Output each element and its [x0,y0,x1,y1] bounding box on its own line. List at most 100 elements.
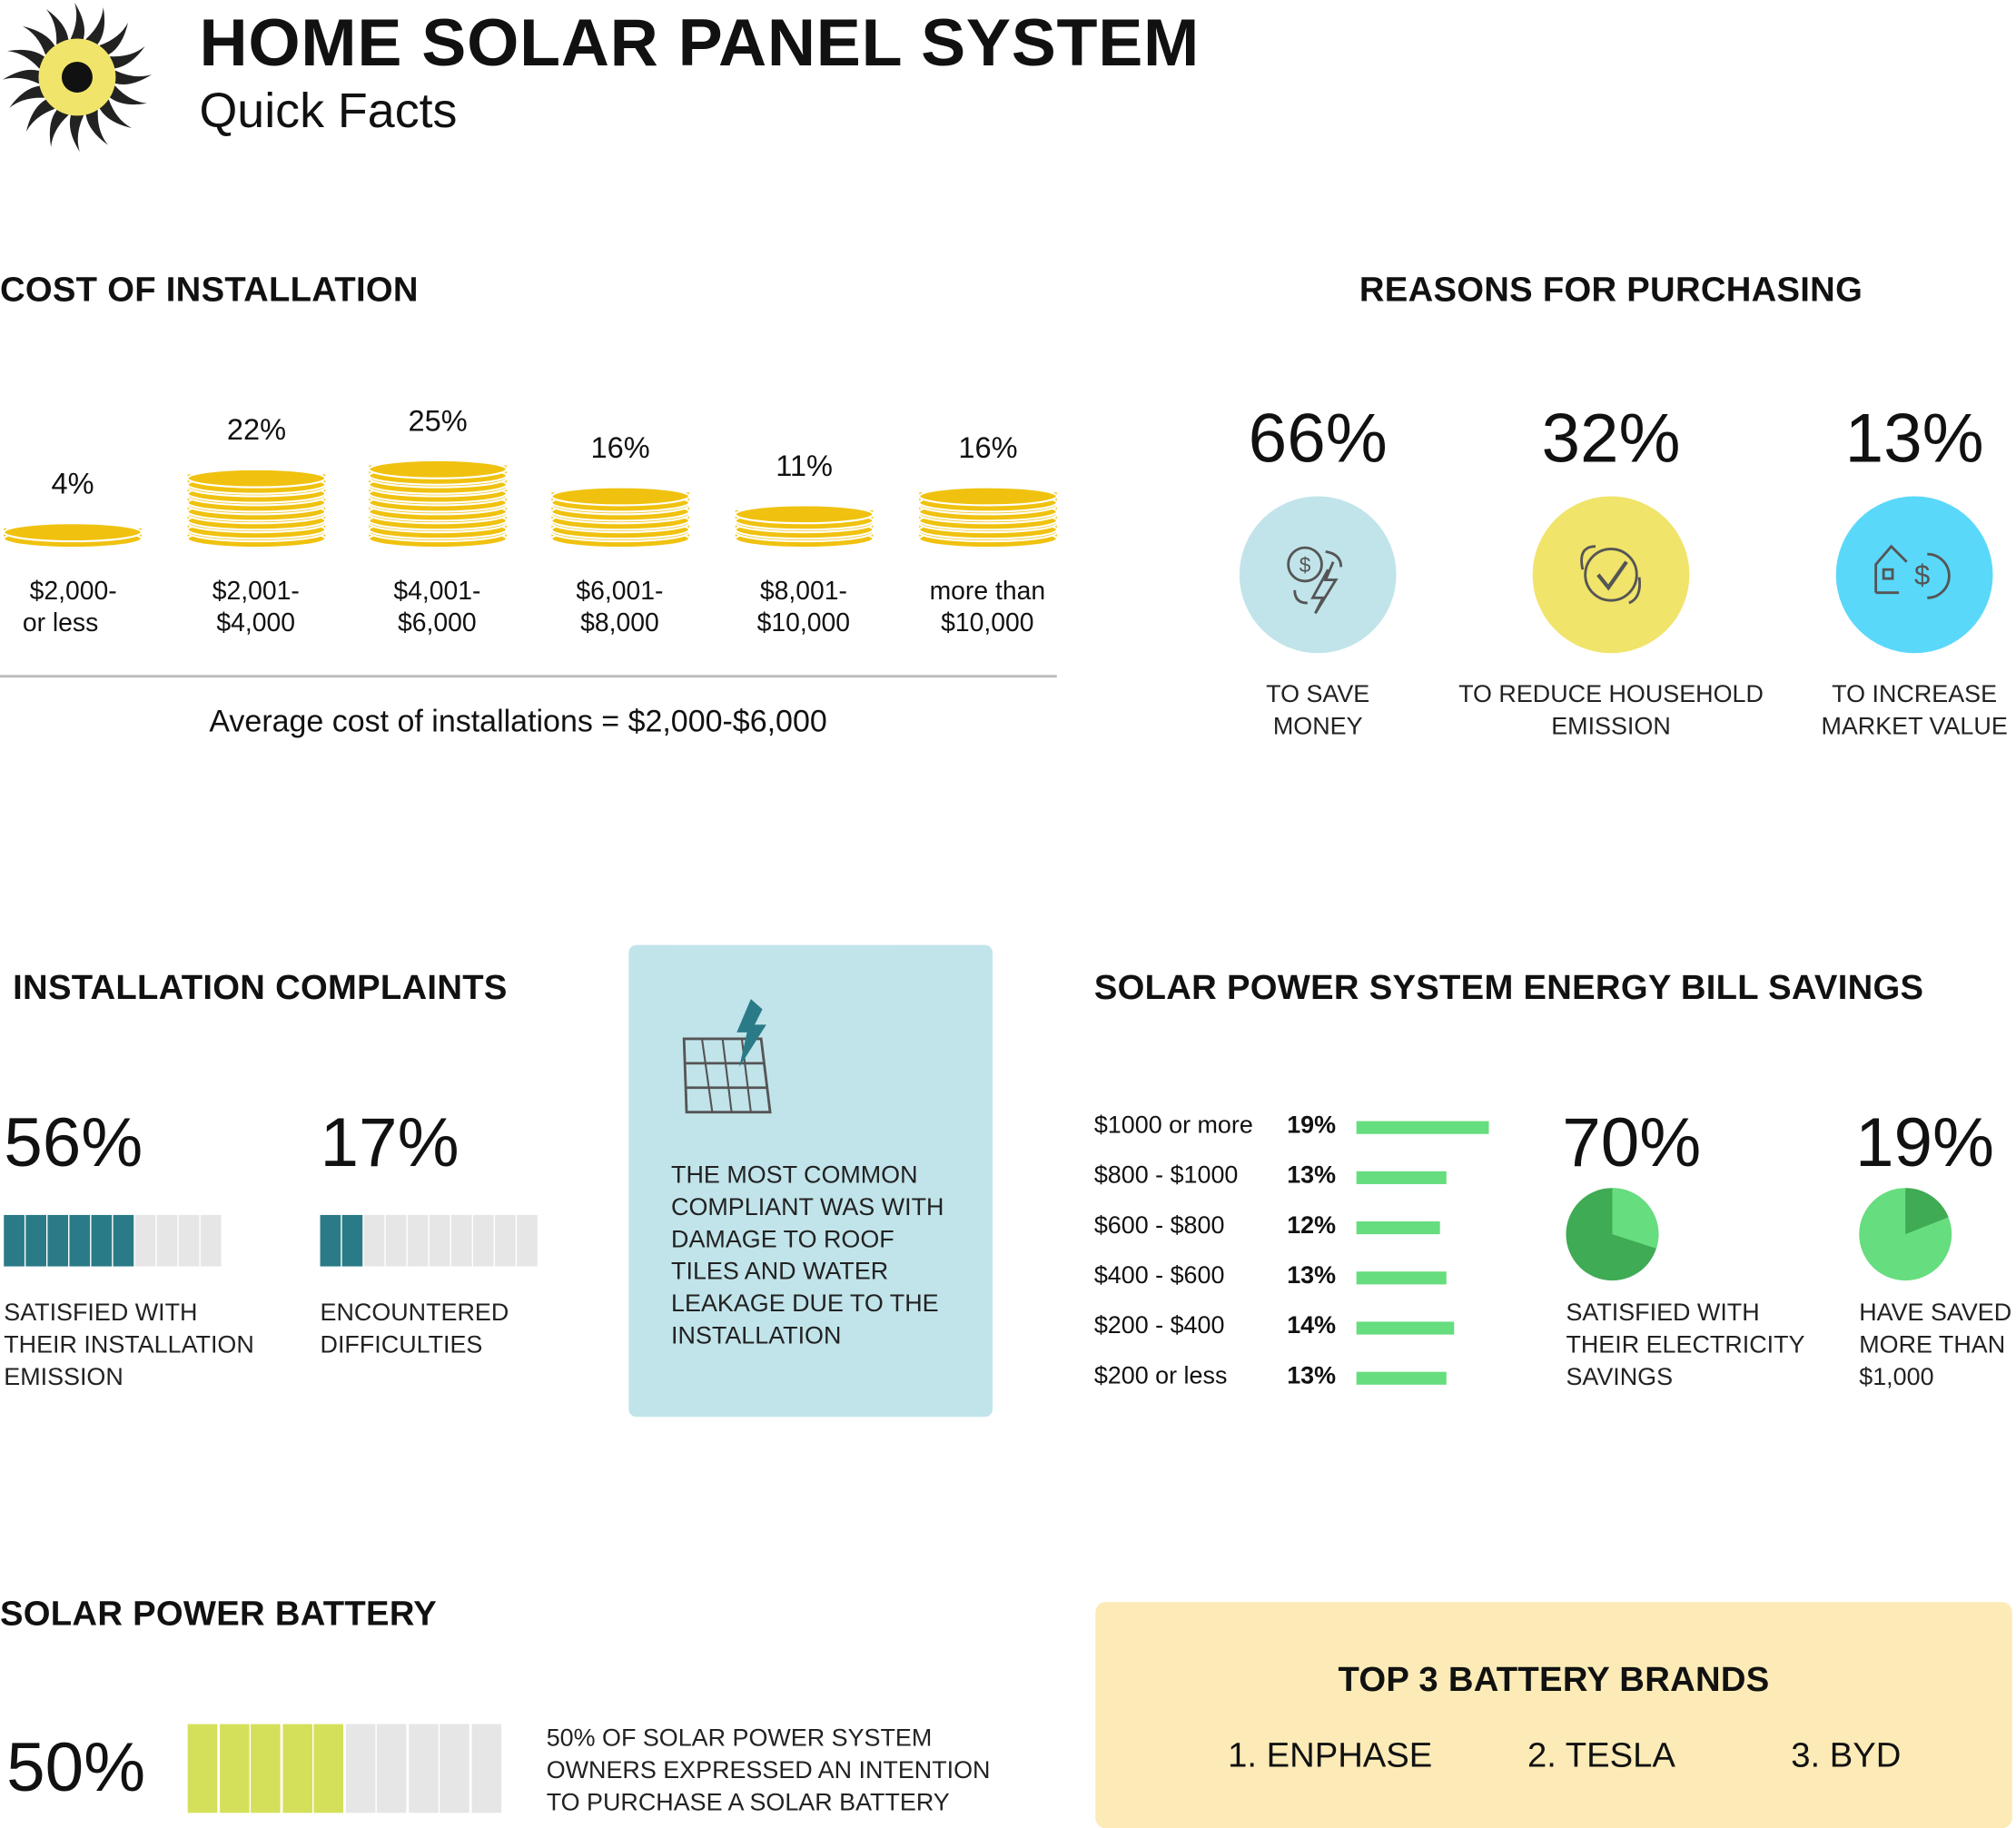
coin-label: $10,000 [941,609,1034,638]
waffle-cell [178,1214,199,1267]
coin [367,459,508,486]
savings-bar [1356,1171,1448,1184]
note-line: LEAKAGE DUE TO THE [671,1290,939,1319]
battery-waffle [187,1724,503,1820]
savings-row-pct: 19% [1287,1112,1337,1140]
waffle-cell [219,1724,249,1813]
note-line: DAMAGE TO ROOF [671,1226,894,1254]
complaint-label: DIFFICULTIES [320,1331,483,1359]
cost-title: COST OF INSTALLATION [0,270,419,309]
reason-label: EMISSION [1551,713,1671,741]
coin-label: $6,001- [576,577,664,606]
coin-label: $8,000 [580,609,659,638]
savings-pie-pct: 19% [1854,1104,1995,1182]
waffle-cell [69,1214,90,1267]
waffle-cell [200,1214,221,1267]
waffle-cell [341,1214,362,1267]
waffle-cell [25,1214,46,1267]
waffle-cell [4,1214,25,1267]
coin-label: $10,000 [756,609,851,638]
lightning-icon [736,999,766,1068]
coin-label: $4,001- [393,577,481,606]
coin-pct: 16% [590,430,650,465]
svg-text:$: $ [1914,559,1930,591]
coin-label: $2,001- [212,577,300,606]
coin [549,486,690,513]
pie-slice-minor [1905,1188,1949,1235]
coin-label: more than [929,577,1046,606]
savings-pie-label: $1,000 [1859,1364,1934,1391]
savings-pie [1566,1188,1659,1281]
savings-row-label: $200 - $400 [1093,1312,1225,1340]
waffle-cell [429,1214,450,1267]
savings-pie-label: SATISFIED WITH [1566,1299,1760,1328]
money-energy-icon: $ [1287,546,1343,615]
savings-row-label: $1000 or more [1093,1112,1253,1140]
battery-line: OWNERS EXPRESSED AN INTENTION [546,1757,991,1785]
waffle-cell [440,1724,469,1813]
coin-pct: 4% [51,466,94,500]
battery-pct: 50% [6,1729,146,1807]
coin-stack [734,504,874,549]
waffle-cell [470,1724,501,1813]
complaint-note-card: THE MOST COMMON COMPLIANT WAS WITH DAMAGE … [628,944,993,1418]
brand-item: 2. TESLA [1527,1735,1675,1774]
waffle-cell [187,1724,218,1813]
battery-line: 50% OF SOLAR POWER SYSTEM [546,1725,933,1753]
waffle-cell [113,1214,133,1267]
page-title: HOME SOLAR PANEL SYSTEM [199,6,1201,82]
waffle-cell [345,1724,375,1813]
reasons-title: REASONS FOR PURCHASING [1359,270,1863,309]
savings-row-label: $200 or less [1093,1362,1228,1390]
coin [185,468,326,495]
savings-row-label: $800 - $1000 [1093,1161,1239,1190]
eco-check-icon [1580,545,1642,605]
savings-row-pct: 13% [1287,1362,1337,1390]
reason-circle: $ [1835,496,1993,654]
waffle-cell [450,1214,471,1267]
waffle-cell [320,1214,341,1267]
coin-pct: 11% [776,449,833,482]
divider [0,675,1057,677]
coin-label: $2,000- [29,577,117,606]
waffle-cell [376,1724,407,1813]
brands-title: TOP 3 BATTERY BRANDS [1338,1659,1770,1699]
page-subtitle: Quick Facts [199,84,458,139]
battery-description: 50% OF SOLAR POWER SYSTEM OWNERS EXPRESSE… [547,1723,991,1819]
complaint-label: EMISSION [4,1364,124,1391]
coin-pct: 16% [958,430,1018,465]
reason-pct: 13% [1844,400,1984,478]
reason-pct: 32% [1541,400,1681,478]
reason-circle: $ [1239,496,1397,654]
coin-stack [917,486,1058,549]
savings-row-pct: 14% [1287,1312,1337,1340]
reason-circle [1532,496,1690,654]
waffle-cell [495,1214,516,1267]
waffle-cell [407,1214,428,1267]
complaint-pct: 56% [4,1104,143,1182]
note-line: INSTALLATION [671,1322,842,1350]
coin-stack [185,468,326,549]
note-line: THE MOST COMMON [671,1161,918,1190]
coin-stack [367,459,508,549]
waffle-cell [385,1214,406,1267]
house-dollar-icon: $ [1874,544,1951,599]
savings-pie-label: MORE THAN [1859,1331,2006,1359]
waffle-cell [251,1724,281,1813]
coin [917,486,1058,513]
savings-pie-label: HAVE SAVED [1859,1299,2012,1328]
note-line: COMPLIANT WAS WITH [671,1194,944,1222]
savings-row-label: $600 - $800 [1093,1212,1225,1240]
waffle-cell [473,1214,493,1267]
pie-slice-minor [1612,1188,1659,1249]
battery-line: TO PURCHASE A SOLAR BATTERY [546,1789,950,1817]
coin-pct: 25% [408,403,468,438]
savings-row-pct: 13% [1287,1161,1337,1190]
coin [734,504,874,531]
average-cost: Average cost of installations = $2,000-$… [209,704,827,740]
waffle-cell [408,1724,439,1813]
savings-title: SOLAR POWER SYSTEM ENERGY BILL SAVINGS [1093,968,1924,1007]
waffle-cell [313,1724,344,1813]
savings-bar [1356,1371,1448,1385]
sun-icon [2,2,153,153]
